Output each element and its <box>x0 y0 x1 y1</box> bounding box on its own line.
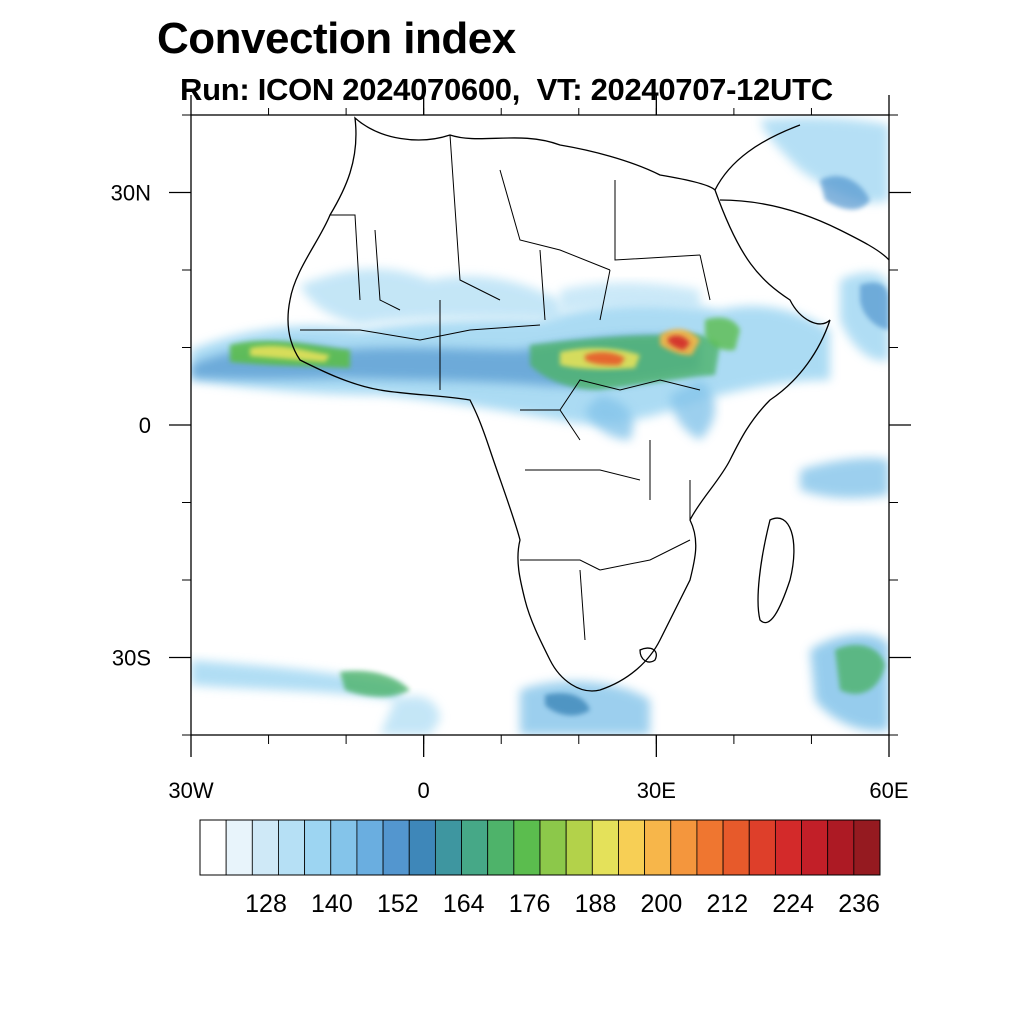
lon-tick-label: 0 <box>418 778 430 803</box>
colorbar-swatch <box>774 819 802 876</box>
lat-tick-label: 30N <box>111 181 151 206</box>
colorbar-swatch <box>434 819 462 876</box>
colorbar-swatch <box>278 819 306 876</box>
lat-tick-label: 0 <box>139 413 151 438</box>
colorbar-swatch <box>382 819 410 876</box>
map-title: Convection index <box>157 14 516 63</box>
colorbar-swatch <box>513 819 541 876</box>
axis-ticks: 30W 0 30E 60E 30N 0 30S <box>111 95 911 803</box>
colorbar-swatch <box>591 819 619 876</box>
colorbar-swatch <box>251 819 279 876</box>
lon-tick-label: 60E <box>869 778 908 803</box>
map-subtitle: Run: ICON 2024070600, VT: 20240707-12UTC <box>180 72 833 107</box>
colorbar-swatch <box>487 819 515 876</box>
convection-field <box>191 117 889 735</box>
colorbar-swatch <box>539 819 567 876</box>
colorbar-label: 140 <box>311 890 353 918</box>
colorbar-swatch <box>748 819 776 876</box>
colorbar-swatch <box>225 819 253 876</box>
colorbar-label: 236 <box>838 890 880 918</box>
coastlines <box>287 116 889 692</box>
colorbar-swatch <box>356 819 384 876</box>
colorbar-label: 128 <box>245 890 287 918</box>
colorbar-swatch <box>565 819 593 876</box>
colorbar-label: 152 <box>377 890 419 918</box>
lat-tick-label: 30S <box>112 646 151 671</box>
lon-tick-label: 30W <box>168 778 213 803</box>
colorbar-label: 176 <box>509 890 551 918</box>
country-borders <box>300 134 711 641</box>
colorbar-swatch <box>330 819 358 876</box>
colorbar-label: 164 <box>443 890 485 918</box>
colorbar-swatch <box>199 819 227 876</box>
colorbar: 128 140 152 164 176 188 200 212 224 236 <box>199 819 881 918</box>
colorbar-swatch <box>696 819 724 876</box>
colorbar-label: 212 <box>706 890 748 918</box>
colorbar-swatch <box>644 819 672 876</box>
colorbar-swatch <box>827 819 855 876</box>
colorbar-swatch <box>853 819 881 876</box>
colorbar-label: 200 <box>641 890 683 918</box>
colorbar-swatch <box>670 819 698 876</box>
colorbar-swatch <box>304 819 332 876</box>
colorbar-swatch <box>618 819 646 876</box>
colorbar-frame <box>199 819 881 876</box>
lon-tick-label: 30E <box>637 778 676 803</box>
colorbar-label: 188 <box>575 890 617 918</box>
colorbar-swatch <box>801 819 829 876</box>
colorbar-swatch <box>408 819 436 876</box>
colorbar-swatch <box>461 819 489 876</box>
colorbar-label: 224 <box>772 890 814 918</box>
colorbar-swatch <box>722 819 750 876</box>
